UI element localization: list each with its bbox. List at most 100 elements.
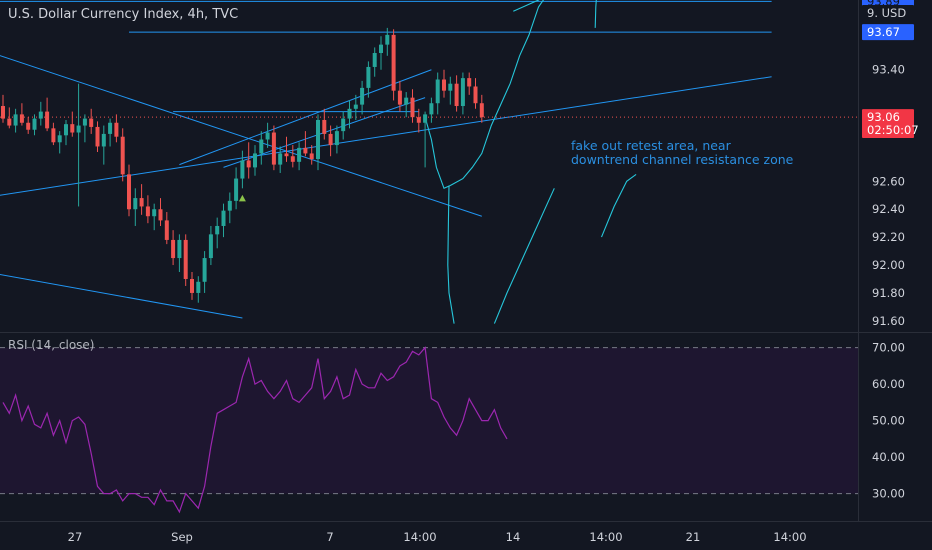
candle-body	[120, 136, 125, 175]
candle-body	[297, 147, 302, 162]
candles	[1, 27, 484, 303]
candle-body	[234, 178, 239, 201]
candle	[95, 121, 100, 153]
candle-body	[145, 206, 150, 217]
price-badge-bg	[862, 5, 914, 21]
candle-body	[347, 108, 352, 119]
candle-body	[82, 118, 87, 126]
candle	[322, 108, 327, 140]
candle	[190, 272, 194, 300]
price-tick-label: 92.60	[872, 174, 905, 188]
candle	[284, 136, 289, 162]
candle-body	[454, 83, 459, 107]
candle	[473, 78, 478, 109]
candle	[51, 122, 56, 146]
candle	[397, 80, 402, 112]
candle-body	[334, 131, 339, 146]
price-badge[interactable]: 9. USD	[862, 5, 914, 21]
candle-body	[127, 174, 131, 210]
candle	[1, 94, 5, 123]
candle	[19, 103, 24, 126]
candle-body	[13, 114, 18, 126]
rsi-tick-label: 30.00	[872, 487, 905, 501]
candle	[391, 29, 396, 101]
candle	[347, 100, 352, 129]
candle-body	[309, 153, 314, 160]
candle-body	[479, 103, 484, 118]
candle-body	[341, 118, 346, 132]
candle-body	[45, 111, 50, 129]
candle-body	[133, 198, 138, 210]
candle	[328, 125, 333, 157]
candle-body	[385, 34, 390, 45]
candle-body	[208, 234, 213, 259]
projection-path	[447, 185, 455, 324]
annotation-note[interactable]: fake out retest area, near downtrend cha…	[571, 138, 794, 167]
candle	[460, 72, 465, 115]
candle-body	[429, 103, 434, 115]
candle-body	[448, 83, 453, 91]
candle	[177, 234, 182, 273]
candle-body	[397, 90, 402, 105]
projection-path	[513, 0, 540, 12]
candle	[479, 94, 484, 123]
projection-drawings	[424, 0, 637, 324]
candle	[82, 114, 87, 143]
candle-body	[410, 97, 415, 118]
candle-body	[177, 239, 182, 259]
candle	[183, 234, 188, 286]
candle	[271, 125, 276, 171]
candle	[133, 188, 138, 226]
projection-path	[493, 188, 555, 324]
candle	[454, 75, 459, 112]
candle	[45, 97, 50, 132]
rsi-indicator	[2, 346, 508, 514]
candle	[13, 108, 18, 133]
candle	[467, 72, 472, 95]
candle	[334, 125, 339, 154]
price-badge-bg	[862, 122, 914, 138]
candle	[423, 111, 428, 168]
candle	[215, 217, 220, 249]
candle-body	[460, 78, 465, 107]
price-badge-label: 93.06	[867, 110, 900, 124]
price-axis: 93.40 92.60 92.40 92.20 92.00 91.80 91.60	[872, 63, 905, 328]
rsi-panel	[0, 347, 858, 495]
candle	[372, 47, 377, 77]
candle-body	[95, 126, 100, 147]
candle-body	[171, 239, 176, 259]
candle-body	[7, 118, 12, 126]
candle-body	[246, 160, 251, 168]
candle	[145, 195, 150, 224]
price-badge[interactable]: 02:50:07	[862, 122, 919, 138]
candle	[171, 230, 176, 266]
candle-body	[416, 117, 421, 123]
candle-body	[372, 53, 377, 67]
candle	[316, 114, 320, 171]
rsi-tick-label: 60.00	[872, 377, 905, 391]
candle-body	[435, 79, 440, 104]
candle-body	[32, 118, 37, 130]
price-badge-bg	[862, 24, 914, 41]
candle	[366, 61, 371, 98]
candle-body	[271, 132, 276, 165]
candle	[7, 107, 12, 129]
candle-body	[108, 122, 113, 134]
price-badge[interactable]: 93.67	[862, 24, 914, 41]
candle	[127, 164, 131, 217]
rsi-tick-label: 70.00	[872, 341, 905, 355]
price-badge[interactable]: 93.06	[862, 109, 914, 126]
candle	[32, 114, 37, 136]
candle	[303, 131, 308, 157]
candle-body	[51, 128, 56, 143]
candle	[404, 92, 409, 118]
candle-body	[38, 111, 43, 119]
time-tick-label: 14:00	[589, 530, 622, 544]
rsi-legend: RSI (14, close)	[8, 338, 95, 352]
candle	[26, 117, 31, 134]
candle-body	[360, 87, 365, 105]
price-tick-label: 91.60	[872, 314, 905, 328]
time-tick-label: 27	[68, 530, 83, 544]
